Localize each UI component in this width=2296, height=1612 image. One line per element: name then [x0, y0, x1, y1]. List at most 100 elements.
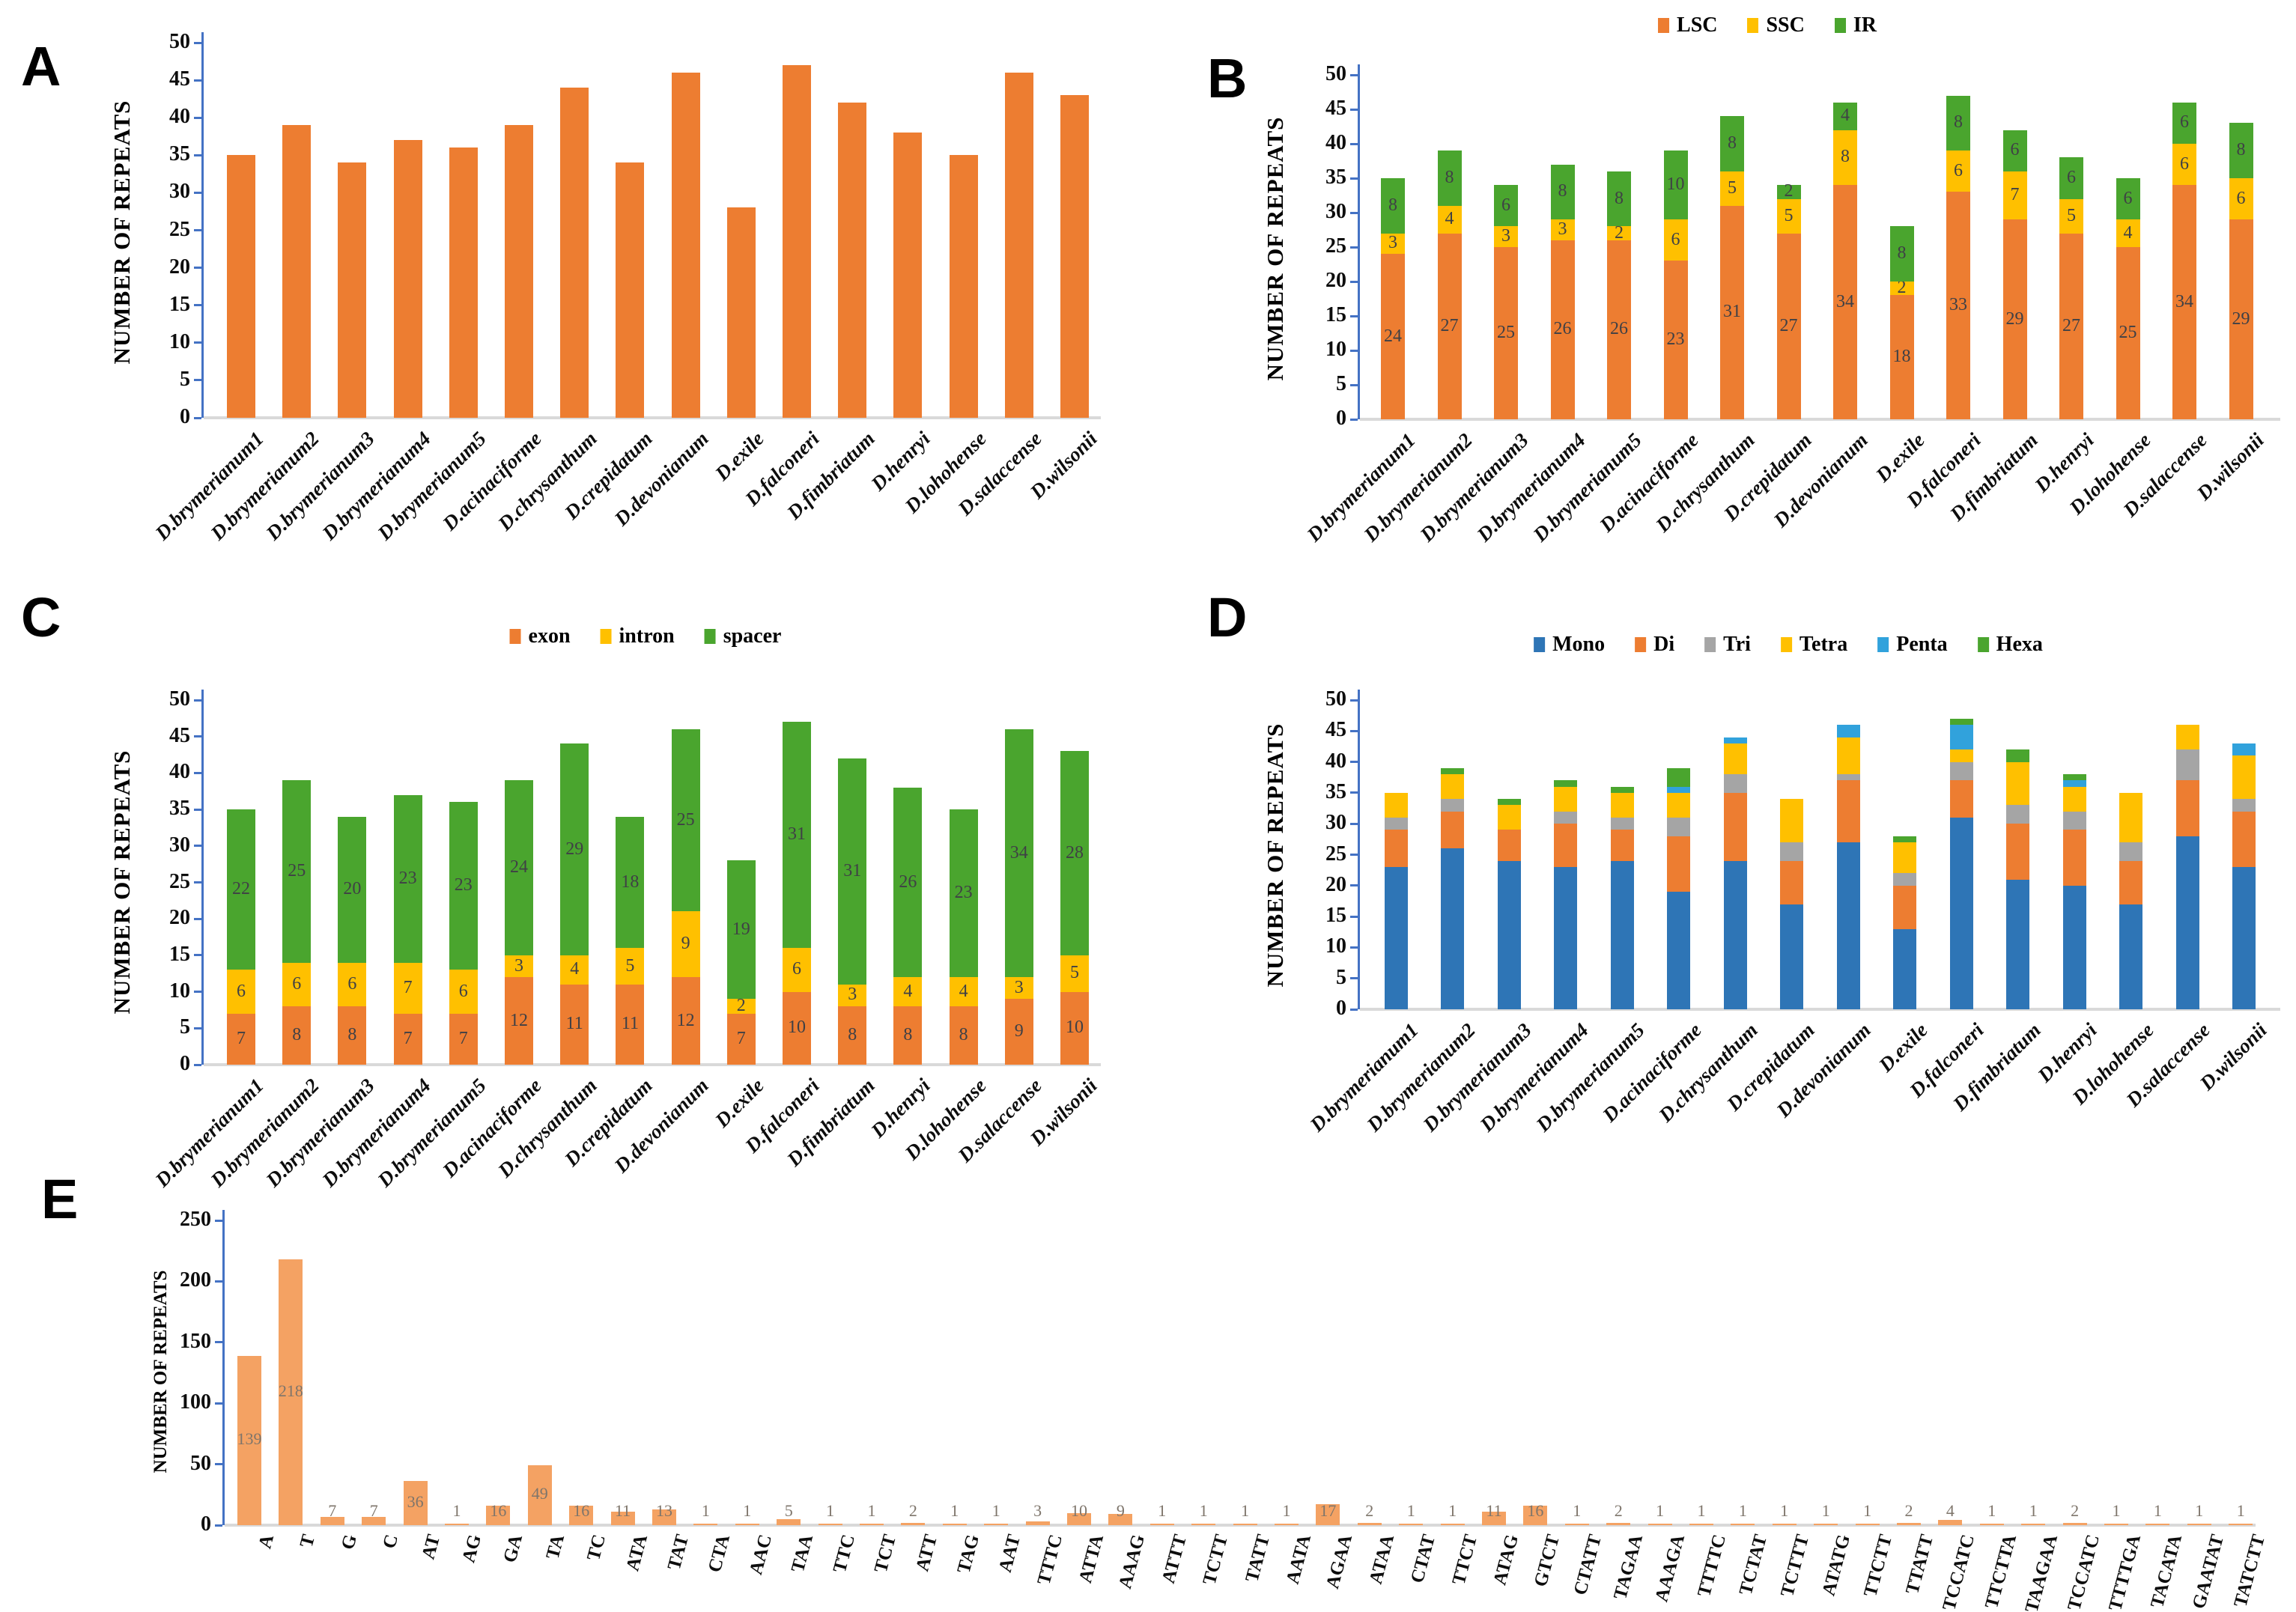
bar-value-label: 11	[615, 1501, 631, 1520]
bar-segment-Di	[1497, 830, 1521, 861]
legend-swatch-exon	[509, 629, 521, 644]
x-category-label: AGAA	[1322, 1532, 1357, 1591]
x-category-label: TAT	[663, 1532, 693, 1572]
y-tick-label: 30	[169, 833, 190, 857]
y-tick-label: 15	[1325, 904, 1346, 928]
y-tick-label: 25	[169, 869, 190, 893]
y-tick-label: 50	[169, 30, 190, 53]
segment-value-label: 7	[458, 1028, 468, 1048]
segment-value-label: 29	[2005, 308, 2024, 329]
y-tick-label: 35	[169, 142, 190, 166]
segment-value-label: 9	[1014, 1021, 1024, 1041]
y-tick-label: 20	[169, 906, 190, 930]
bar-segment-IR	[1833, 102, 1857, 130]
bar-D.chrysanthum	[560, 88, 589, 418]
bar-TATCTT	[2229, 1524, 2253, 1525]
x-category-label: TCCATC	[1939, 1532, 1979, 1612]
y-axis-tick	[215, 1219, 222, 1222]
segment-value-label: 20	[343, 879, 362, 899]
bar-segment-Di	[1554, 824, 1577, 867]
bar-segment-exon	[505, 977, 533, 1065]
bar-AATA	[1275, 1524, 1299, 1525]
bar-value-label: 1	[701, 1501, 710, 1520]
bar-segment-Di	[2119, 860, 2142, 904]
bar-segment-Tri	[2062, 811, 2086, 830]
bar-segment-spacer	[838, 758, 867, 985]
bar-value-label: 1	[1780, 1501, 1789, 1520]
panel-b-legend: LSC SSC IR	[1658, 13, 1877, 37]
y-tick-label: 40	[1325, 131, 1346, 154]
bar-segment-IR	[1889, 226, 1914, 282]
bar-AG	[445, 1524, 469, 1525]
bar-value-label: 1	[867, 1501, 876, 1520]
segment-value-label: 8	[347, 1025, 357, 1045]
bar-value-label: 36	[407, 1491, 424, 1511]
y-axis-tick	[1350, 977, 1358, 980]
bar-segment-Mono	[2006, 879, 2029, 1009]
bar-segment-Hexa	[2006, 749, 2029, 762]
segment-value-label: 6	[2123, 188, 2133, 208]
segment-value-label: 25	[2119, 323, 2137, 342]
bar-segment-intron	[1004, 977, 1033, 1000]
bar-TCTAT	[1731, 1524, 1755, 1525]
bar-segment-IR	[1550, 164, 1575, 220]
bar-AGAA	[1316, 1504, 1340, 1525]
bar-segment-SSC	[2116, 219, 2140, 247]
bar-segment-Hexa	[2062, 774, 2086, 781]
x-category-label: ATAG	[1489, 1532, 1523, 1587]
bar-D.brymerianum4	[393, 140, 422, 418]
bar-segment-SSC	[1833, 130, 1857, 186]
bar-segment-exon	[838, 1006, 867, 1065]
y-tick-label: 45	[169, 67, 190, 91]
y-axis-tick	[1350, 822, 1358, 825]
y-tick-label: 100	[180, 1390, 211, 1414]
legend-label-spacer: spacer	[723, 624, 782, 648]
segment-value-label: 4	[903, 981, 913, 1001]
x-axis	[204, 416, 1101, 419]
bar-segment-Mono	[1441, 848, 1464, 1009]
x-category-label: TTCT	[1448, 1532, 1481, 1587]
y-axis-tick	[1350, 884, 1358, 887]
segment-value-label: 8	[1388, 195, 1397, 215]
y-tick-label: 50	[1325, 687, 1346, 711]
bar-value-label: 1	[2029, 1501, 2038, 1520]
bar-TAT	[652, 1509, 676, 1525]
bar-segment-spacer	[227, 809, 255, 970]
bar-D.fimbriatum	[838, 103, 867, 418]
segment-value-label: 6	[1501, 195, 1510, 215]
bar-segment-spacer	[783, 722, 811, 949]
segment-value-label: 23	[954, 883, 973, 903]
segment-value-label: 8	[1615, 188, 1624, 208]
bar-segment-Mono	[1949, 817, 1973, 1009]
bar-value-label: 1	[2112, 1501, 2121, 1520]
legend-swatch-Tri	[1704, 637, 1716, 652]
y-tick-label: 40	[1325, 749, 1346, 773]
x-category-label: TCCATC	[2063, 1532, 2104, 1612]
segment-value-label: 12	[676, 1010, 695, 1030]
bar-segment-Tri	[1667, 817, 1690, 836]
y-axis-tick	[1350, 946, 1358, 949]
legend-swatch-Mono	[1534, 637, 1546, 652]
bar-value-label: 1	[2236, 1501, 2245, 1520]
bar-TTC	[818, 1524, 842, 1525]
bar-ATAA	[1357, 1522, 1382, 1525]
bar-value-label: 13	[656, 1501, 672, 1520]
x-category-label: TC	[583, 1532, 610, 1563]
y-axis	[222, 1210, 225, 1525]
bar-value-label: 7	[369, 1501, 378, 1520]
y-axis-tick	[194, 808, 201, 811]
bar-TCTTT	[1772, 1524, 1797, 1525]
bar-segment-Mono	[2175, 836, 2199, 1009]
bar-segment-spacer	[949, 809, 978, 978]
x-category-label: G	[337, 1532, 361, 1552]
x-category-label: TATT	[1241, 1532, 1274, 1584]
segment-value-label: 4	[1445, 209, 1454, 229]
bar-segment-Di	[1893, 885, 1916, 929]
bar-D.lohohense	[949, 155, 978, 418]
bar-segment-Tri	[2232, 799, 2256, 812]
x-category-label: TCTT	[1199, 1532, 1233, 1587]
y-axis-tick	[215, 1280, 222, 1283]
bar-segment-intron	[783, 948, 811, 992]
x-category-label: TTC	[829, 1532, 859, 1575]
bar-value-label: 2	[1365, 1501, 1374, 1520]
